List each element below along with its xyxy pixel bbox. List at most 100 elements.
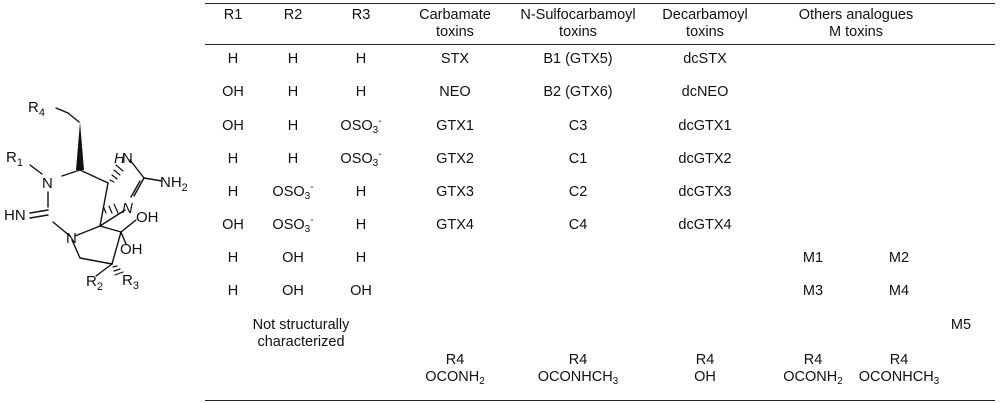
nh-n-label: N xyxy=(122,150,133,167)
cell-carbamate-row-4-line-1: GTX2 xyxy=(436,151,474,167)
r4-carbamate-line-2: OCONH2 xyxy=(425,369,485,387)
cell-r3-row-8-line-1: OH xyxy=(350,283,372,299)
cell-sulfo-row-4-line-1: C1 xyxy=(568,151,588,167)
cell-m1-row-7-line-1: M1 xyxy=(802,250,824,266)
cell-carbamate-row-1: STX xyxy=(400,51,510,68)
cell-r1-row-5-line-1: H xyxy=(227,184,239,200)
cell-r3-row-6-line-1: H xyxy=(355,217,367,233)
r3-label: R3 xyxy=(122,272,139,292)
not-characterized-label: Not structurally characterized xyxy=(226,317,376,351)
saxitoxin-structure: R4 R1 N N H N NH2 HN N OH OH R2 R3 xyxy=(4,99,188,293)
cell-r2-row-8: OH xyxy=(238,283,348,300)
cell-m2-row-8-line-1: M4 xyxy=(888,283,910,299)
cell-r3-row-1: H xyxy=(306,51,416,68)
header-7: Others analogues M toxins xyxy=(771,7,941,41)
cell-r2-row-4-line-1: H xyxy=(287,151,299,167)
cell-sulfo-row-5-line-1: C2 xyxy=(568,184,588,200)
cell-decarb-row-3: dcGTX1 xyxy=(650,118,760,135)
cell-r1-row-3-line-1: OH xyxy=(222,118,244,134)
n1-label: N xyxy=(42,175,53,192)
cell-m1-row-8: M3 xyxy=(758,283,868,300)
cell-sulfo-row-1-line-1: B1 (GTX5) xyxy=(543,51,613,67)
r4-m2-line-2: OCONHCH3 xyxy=(858,369,940,387)
toxin-table: R1 R2 R3 Carbamate toxins N-Sulfocarbamoyl tox… xyxy=(205,0,995,403)
cell-decarb-row-1: dcSTX xyxy=(650,51,760,68)
r4-m1: R4 OCONH2 xyxy=(758,352,868,387)
not-characterized-label-line-1: Not structurally xyxy=(252,317,350,333)
header-3-line-1: R3 xyxy=(351,7,371,23)
cell-r1-row-4-line-1: H xyxy=(227,151,239,167)
cell-decarb-row-2-line-1: dcNEO xyxy=(681,84,729,100)
r4-carbamate-line-1: R4 xyxy=(445,352,465,368)
cell-decarb-row-3-line-1: dcGTX1 xyxy=(678,118,732,134)
cell-sulfo-row-3: C3 xyxy=(523,118,633,135)
cell-m1-row-8-line-1: M3 xyxy=(802,283,824,299)
header-7-line-2: M toxins xyxy=(829,24,883,40)
cell-r1-row-6-line-1: OH xyxy=(222,217,244,233)
header-4-line-2: toxins xyxy=(436,24,474,40)
header-4-line-1: Carbamate xyxy=(419,7,491,23)
cell-sulfo-row-1: B1 (GTX5) xyxy=(523,51,633,68)
cell-r2-row-1-line-1: H xyxy=(287,51,299,67)
cell-carbamate-row-1-line-1: STX xyxy=(440,51,470,67)
cell-m2-row-8: M4 xyxy=(844,283,954,300)
cell-decarb-row-4-line-1: dcGTX2 xyxy=(678,151,732,167)
cell-m2-row-7: M2 xyxy=(844,250,954,267)
cell-r2-row-2: H xyxy=(238,84,348,101)
cell-carbamate-row-4: GTX2 xyxy=(400,151,510,168)
cell-r3-row-4: OSO3- xyxy=(306,150,416,169)
r4-label: R4 xyxy=(28,99,45,119)
header-6: Decarbamoyl toxins xyxy=(650,7,760,41)
cell-r2-row-5-line-1: OSO3- xyxy=(272,182,314,202)
cell-r3-row-7: H xyxy=(306,250,416,267)
cell-decarb-row-5-line-1: dcGTX3 xyxy=(678,184,732,200)
cell-r2-row-3-line-1: H xyxy=(287,118,299,134)
cell-sulfo-row-6: C4 xyxy=(523,217,633,234)
cell-carbamate-row-6: GTX4 xyxy=(400,217,510,234)
cell-carbamate-row-3: GTX1 xyxy=(400,118,510,135)
cell-m1-row-7: M1 xyxy=(758,250,868,267)
cell-decarb-row-5: dcGTX3 xyxy=(650,184,760,201)
cell-sulfo-row-6-line-1: C4 xyxy=(568,217,588,233)
r4-decarb-line-1: R4 xyxy=(695,352,715,368)
cell-carbamate-row-3-line-1: GTX1 xyxy=(436,118,474,134)
cell-carbamate-row-2: NEO xyxy=(400,84,510,101)
r2-label: R2 xyxy=(86,273,103,293)
header-5-line-2: toxins xyxy=(559,24,597,40)
cell-sulfo-row-5: C2 xyxy=(523,184,633,201)
r4-carbamate: R4 OCONH2 xyxy=(400,352,510,387)
header-4: Carbamate toxins xyxy=(400,7,510,41)
cell-r3-row-2: H xyxy=(306,84,416,101)
cell-sulfo-row-4: C1 xyxy=(523,151,633,168)
cell-decarb-row-4: dcGTX2 xyxy=(650,151,760,168)
cell-carbamate-row-2-line-1: NEO xyxy=(439,84,471,100)
cell-r3-row-6: H xyxy=(306,217,416,234)
r4-m1-line-1: R4 xyxy=(803,352,823,368)
r4-m2-line-1: R4 xyxy=(889,352,909,368)
r4-sulfo-line-1: R4 xyxy=(568,352,588,368)
cell-r1-row-2-line-1: OH xyxy=(222,84,244,100)
cell-r2-row-3: H xyxy=(238,118,348,135)
cell-r1-row-8-line-1: H xyxy=(227,283,239,299)
r4-m1-line-2: OCONH2 xyxy=(783,369,843,387)
cell-r2-row-2-line-1: H xyxy=(287,84,299,100)
cell-r1-row-2: OH xyxy=(178,84,288,101)
not-characterized-label-line-2: characterized xyxy=(257,334,345,350)
cell-r1-row-7: H xyxy=(178,250,288,267)
cell-r1-row-8: H xyxy=(178,283,288,300)
cell-r3-row-5-line-1: H xyxy=(355,184,367,200)
nh2-label: NH2 xyxy=(160,174,188,194)
cell-decarb-row-6-line-1: dcGTX4 xyxy=(678,217,732,233)
nh-h-label: H xyxy=(114,150,125,167)
cell-r3-row-2-line-1: H xyxy=(355,84,367,100)
cell-r2-row-1: H xyxy=(238,51,348,68)
cell-r1-row-1-line-1: H xyxy=(227,51,239,67)
cell-r2-row-6: OSO3- xyxy=(238,216,348,235)
table-header-rule xyxy=(205,44,995,45)
header-3: R3 xyxy=(331,7,391,24)
cell-m2-row-7-line-1: M2 xyxy=(888,250,910,266)
r4-sulfo: R4 OCONHCH3 xyxy=(523,352,633,387)
cell-r3-row-3: OSO3- xyxy=(306,117,416,136)
header-6-line-1: Decarbamoyl xyxy=(662,7,748,23)
cell-r3-row-7-line-1: H xyxy=(355,250,367,266)
